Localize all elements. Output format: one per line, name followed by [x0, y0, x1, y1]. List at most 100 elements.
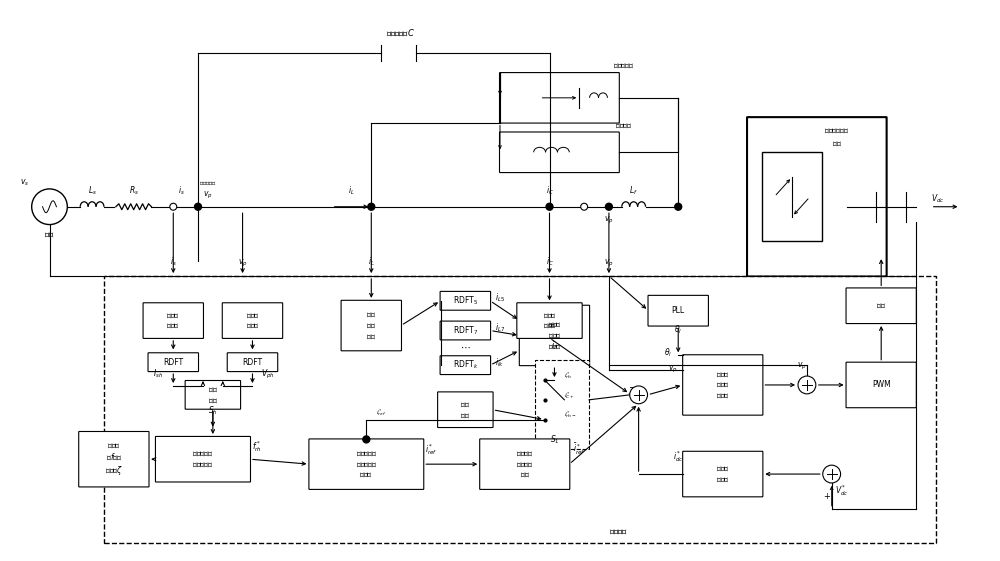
- Text: $v_p$: $v_p$: [203, 190, 213, 201]
- Text: $+$: $+$: [796, 376, 804, 386]
- Text: RDFT$_5$: RDFT$_5$: [453, 295, 478, 307]
- Text: $电网$: $电网$: [44, 229, 55, 239]
- Circle shape: [630, 386, 648, 404]
- FancyBboxPatch shape: [683, 451, 763, 497]
- Circle shape: [675, 203, 682, 210]
- Circle shape: [32, 189, 67, 224]
- FancyBboxPatch shape: [846, 362, 916, 408]
- Text: $i_{L7}$: $i_{L7}$: [495, 321, 505, 334]
- Text: $i_C$: $i_C$: [546, 185, 553, 197]
- Text: $电流内$
$环无静$
$差控制$: $电流内$ $环无静$ $差控制$: [716, 370, 730, 400]
- FancyBboxPatch shape: [438, 392, 493, 427]
- Text: $i^*_{C+}$: $i^*_{C+}$: [564, 390, 575, 401]
- Text: $v_s$: $v_s$: [20, 178, 29, 188]
- Text: RDFT: RDFT: [242, 358, 263, 367]
- Text: $-$: $-$: [828, 473, 837, 483]
- FancyBboxPatch shape: [341, 300, 401, 351]
- Text: $指定波形$
$电流指令$
$生成$: $指定波形$ $电流指令$ $生成$: [516, 449, 534, 479]
- Text: $线性负载$: $线性负载$: [615, 121, 633, 130]
- FancyBboxPatch shape: [222, 303, 283, 338]
- Text: $V_{ph}$: $V_{ph}$: [261, 367, 274, 380]
- Text: $-$: $-$: [628, 381, 637, 391]
- Text: $v_p$: $v_p$: [668, 364, 678, 375]
- FancyBboxPatch shape: [104, 276, 936, 544]
- Text: $i_s$: $i_s$: [178, 185, 185, 197]
- Text: RDFT$_k$: RDFT$_k$: [453, 359, 478, 371]
- Text: $i_L$: $i_L$: [348, 185, 355, 197]
- Text: $输出电$
$流检测$: $输出电$ $流检测$: [543, 311, 556, 330]
- Text: $非线性负载$: $非线性负载$: [613, 61, 634, 70]
- FancyBboxPatch shape: [440, 321, 491, 340]
- Text: PLL: PLL: [672, 306, 685, 315]
- Text: $i_L$: $i_L$: [368, 255, 375, 268]
- FancyBboxPatch shape: [227, 353, 278, 371]
- Text: $i_C$: $i_C$: [546, 255, 553, 268]
- FancyBboxPatch shape: [440, 291, 491, 310]
- Circle shape: [195, 203, 201, 210]
- Text: $V_{dc}$: $V_{dc}$: [931, 193, 944, 205]
- Text: $v_p$: $v_p$: [797, 361, 807, 371]
- Circle shape: [581, 203, 588, 210]
- Circle shape: [798, 376, 816, 394]
- Text: $电压外$
$环控制$: $电压外$ $环控制$: [716, 464, 730, 484]
- FancyBboxPatch shape: [683, 355, 763, 415]
- Text: $i^*_{rh}$: $i^*_{rh}$: [564, 370, 572, 381]
- Text: $v_p$: $v_p$: [238, 257, 247, 269]
- Text: $i^*_{rh-}$: $i^*_{rh-}$: [564, 410, 577, 420]
- Text: $i_s$: $i_s$: [170, 255, 177, 268]
- Circle shape: [823, 465, 841, 483]
- Circle shape: [546, 203, 553, 210]
- Text: $i_f$: $i_f$: [551, 339, 558, 352]
- Text: $i^*_{ref}$: $i^*_{ref}$: [425, 442, 437, 457]
- Text: $R_s$: $R_s$: [129, 185, 139, 197]
- FancyBboxPatch shape: [500, 72, 619, 123]
- Circle shape: [363, 436, 370, 443]
- FancyBboxPatch shape: [440, 356, 491, 375]
- Text: $v_p$: $v_p$: [604, 215, 614, 226]
- Text: $v_p$: $v_p$: [604, 257, 614, 269]
- Text: $i_{L5}$: $i_{L5}$: [495, 292, 505, 304]
- FancyBboxPatch shape: [185, 380, 241, 409]
- FancyBboxPatch shape: [480, 439, 570, 489]
- FancyBboxPatch shape: [519, 305, 590, 366]
- Text: PWM: PWM: [872, 380, 891, 389]
- Text: $+$: $+$: [823, 491, 831, 501]
- Text: $S_h$: $S_h$: [208, 404, 218, 417]
- Text: $\theta_l$: $\theta_l$: [664, 346, 672, 358]
- Text: $指令运算与$
$谐振检测模$
$式控制$: $指令运算与$ $谐振检测模$ $式控制$: [356, 449, 377, 479]
- FancyBboxPatch shape: [148, 353, 199, 371]
- FancyBboxPatch shape: [747, 117, 887, 277]
- FancyBboxPatch shape: [517, 303, 582, 338]
- Text: $I_{sh}$: $I_{sh}$: [153, 367, 163, 380]
- FancyBboxPatch shape: [535, 360, 589, 449]
- Text: $开关$
$控制$: $开关$ $控制$: [460, 400, 470, 420]
- Text: $指定次$
$谐波补$
$偿控制$: $指定次$ $谐波补$ $偿控制$: [548, 320, 561, 351]
- FancyBboxPatch shape: [143, 303, 203, 338]
- Text: $V^*_{dc}$: $V^*_{dc}$: [835, 484, 848, 498]
- FancyBboxPatch shape: [846, 288, 916, 324]
- FancyBboxPatch shape: [648, 295, 708, 326]
- Text: RDFT: RDFT: [163, 358, 183, 367]
- Text: $控制系统$: $控制系统$: [609, 527, 628, 536]
- Circle shape: [368, 203, 375, 210]
- FancyBboxPatch shape: [762, 152, 822, 241]
- Text: $+$: $+$: [804, 384, 812, 394]
- Text: $f^*_{rh}$: $f^*_{rh}$: [252, 439, 262, 454]
- Text: $L_s$: $L_s$: [88, 185, 97, 197]
- FancyBboxPatch shape: [309, 439, 424, 489]
- Text: $公共耦合点$: $公共耦合点$: [199, 180, 217, 187]
- Text: $+$: $+$: [636, 394, 644, 404]
- Text: $谐波电$
$流检测$: $谐波电$ $流检测$: [166, 311, 180, 330]
- Circle shape: [170, 203, 177, 210]
- Text: $i^*_{dc}$: $i^*_{dc}$: [673, 449, 683, 464]
- Text: $负载$
$谐波$
$检测$: $负载$ $谐波$ $检测$: [366, 310, 376, 341]
- Text: $\theta_l$: $\theta_l$: [674, 324, 682, 336]
- Text: $i^*_{ref}$: $i^*_{ref}$: [376, 407, 386, 419]
- Circle shape: [605, 203, 612, 210]
- FancyBboxPatch shape: [79, 431, 149, 487]
- Text: $S_1$: $S_1$: [550, 434, 559, 446]
- Text: $谐振频$
$率f与阻$
$尼系数ζ$: $谐振频$ $率f与阻$ $尼系数ζ$: [105, 441, 123, 477]
- FancyBboxPatch shape: [500, 132, 619, 173]
- Text: $谐波电$
$压检测$: $谐波电$ $压检测$: [246, 311, 259, 330]
- Text: $+$: $+$: [627, 388, 635, 398]
